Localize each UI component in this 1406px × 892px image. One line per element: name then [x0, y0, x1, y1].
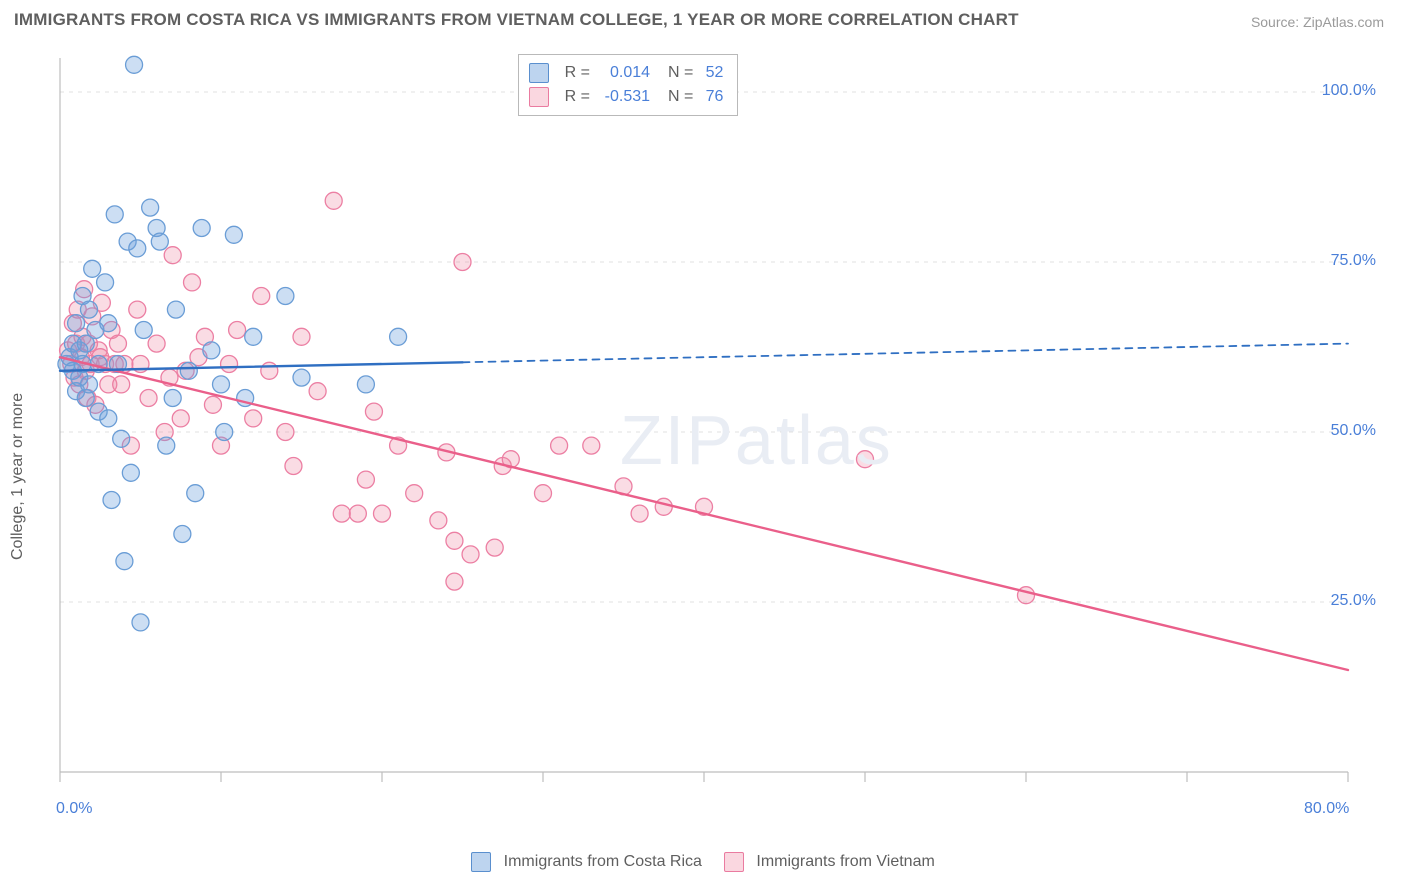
swatch-blue-icon — [471, 852, 491, 872]
series-legend: Immigrants from Costa Rica Immigrants fr… — [0, 852, 1406, 872]
y-tick-100: 100.0% — [1322, 82, 1376, 100]
swatch-pink-icon — [529, 87, 549, 107]
x-tick-0: 0.0% — [56, 800, 92, 818]
legend-blue-label: Immigrants from Costa Rica — [504, 853, 702, 870]
y-tick-75: 75.0% — [1331, 252, 1376, 270]
legend-blue-r: 0.014 — [590, 61, 650, 85]
y-tick-50: 50.0% — [1331, 422, 1376, 440]
legend-pink-label: Immigrants from Vietnam — [756, 853, 934, 870]
legend-r-label-2: R = — [565, 85, 590, 109]
legend-pink-r: -0.531 — [590, 85, 650, 109]
swatch-blue-icon — [529, 63, 549, 83]
legend-pink-n: 76 — [693, 85, 723, 109]
legend-row-blue: R = 0.014 N = 52 — [529, 61, 724, 85]
legend-row-pink: R = -0.531 N = 76 — [529, 85, 724, 109]
correlation-legend: R = 0.014 N = 52 R = -0.531 N = 76 — [518, 54, 739, 116]
legend-r-label: R = — [565, 61, 590, 85]
source-credit: Source: ZipAtlas.com — [1251, 14, 1384, 30]
swatch-pink-icon — [724, 852, 744, 872]
scatter-svg — [54, 52, 1354, 808]
legend-blue-n: 52 — [693, 61, 723, 85]
legend-n-label-2: N = — [668, 85, 693, 109]
legend-item-pink: Immigrants from Vietnam — [724, 852, 935, 872]
y-axis-label: College, 1 year or more — [9, 393, 27, 560]
chart-title: IMMIGRANTS FROM COSTA RICA VS IMMIGRANTS… — [14, 10, 1019, 30]
legend-n-label: N = — [668, 61, 693, 85]
legend-item-blue: Immigrants from Costa Rica — [471, 852, 702, 872]
chart-plot-area — [54, 52, 1354, 808]
y-tick-25: 25.0% — [1331, 592, 1376, 610]
x-tick-80: 80.0% — [1304, 800, 1349, 818]
